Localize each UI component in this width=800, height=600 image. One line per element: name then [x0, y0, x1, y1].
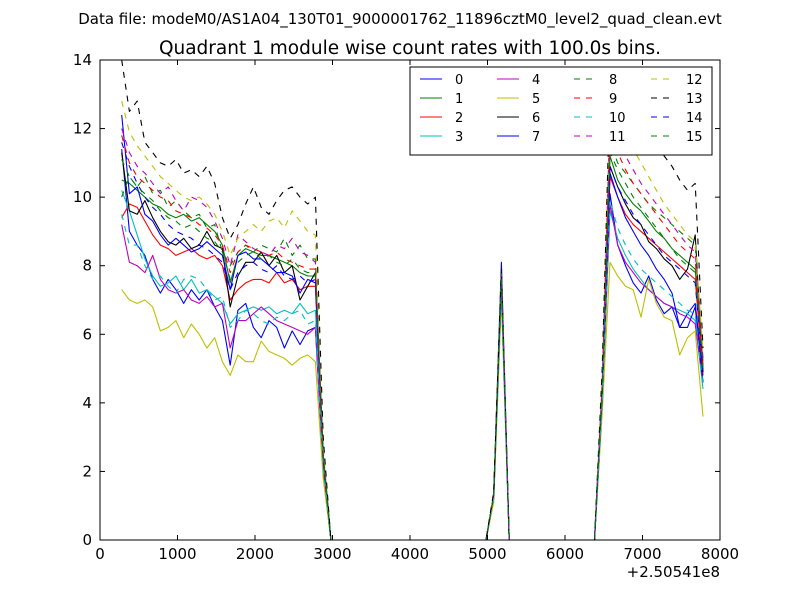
legend-label-12: 12	[686, 73, 703, 88]
x-tick-label: 8000	[701, 545, 739, 563]
series-layer	[121, 60, 704, 540]
legend-label-8: 8	[609, 73, 617, 88]
x-tick-label: 2000	[236, 545, 274, 563]
series-line-11	[121, 114, 704, 540]
legend-box	[409, 66, 713, 156]
legend-label-9: 9	[609, 92, 617, 107]
y-tick-label: 0	[82, 531, 92, 549]
legend-label-13: 13	[686, 92, 703, 107]
legend-label-14: 14	[686, 111, 703, 126]
x-tick-label: 3000	[313, 545, 351, 563]
legend-label-15: 15	[686, 130, 703, 145]
x-tick-label: 5000	[468, 545, 506, 563]
y-tick-label: 10	[73, 188, 92, 206]
y-tick-label: 2	[82, 462, 92, 480]
series-line-6	[121, 152, 704, 540]
legend-label-2: 2	[455, 111, 463, 126]
series-line-10	[121, 200, 704, 540]
y-tick-label: 12	[73, 120, 92, 138]
series-line-5	[121, 261, 704, 540]
y-tick-label: 14	[73, 51, 92, 69]
x-tick-label: 7000	[623, 545, 661, 563]
y-tick-label: 8	[82, 257, 92, 275]
legend-label-1: 1	[455, 92, 463, 107]
x-tick-label: 6000	[546, 545, 584, 563]
legend-label-3: 3	[455, 130, 463, 145]
chart-title: Quadrant 1 module wise count rates with …	[159, 38, 661, 59]
x-tick-label: 1000	[158, 545, 196, 563]
series-line-12	[121, 100, 704, 540]
series-line-9	[121, 134, 704, 540]
series-line-15	[121, 152, 704, 540]
x-tick-label: 0	[95, 545, 105, 563]
y-tick-label: 6	[82, 325, 92, 343]
legend-label-4: 4	[532, 73, 540, 88]
series-line-4	[121, 203, 704, 540]
legend-label-5: 5	[532, 92, 540, 107]
y-tick-label: 4	[82, 394, 92, 412]
x-axis-offset-label: +2.50541e8	[627, 563, 720, 581]
figure-title: Data file: modeM0/AS1A04_130T01_90000017…	[78, 10, 722, 29]
legend-label-11: 11	[609, 130, 626, 145]
series-line-7	[121, 114, 704, 540]
legend-label-10: 10	[609, 111, 626, 126]
legend-label-0: 0	[455, 73, 463, 88]
x-tick-label: 4000	[391, 545, 429, 563]
series-line-13	[121, 60, 704, 540]
series-line-14	[121, 142, 704, 540]
axis-ticks: 0 1000 2000 3000 4000 5000 6000 7000 80000246810…	[73, 51, 739, 563]
series-line-1	[121, 155, 704, 540]
series-line-8	[121, 141, 704, 540]
legend-label-6: 6	[532, 111, 540, 126]
legend-label-7: 7	[532, 130, 540, 145]
